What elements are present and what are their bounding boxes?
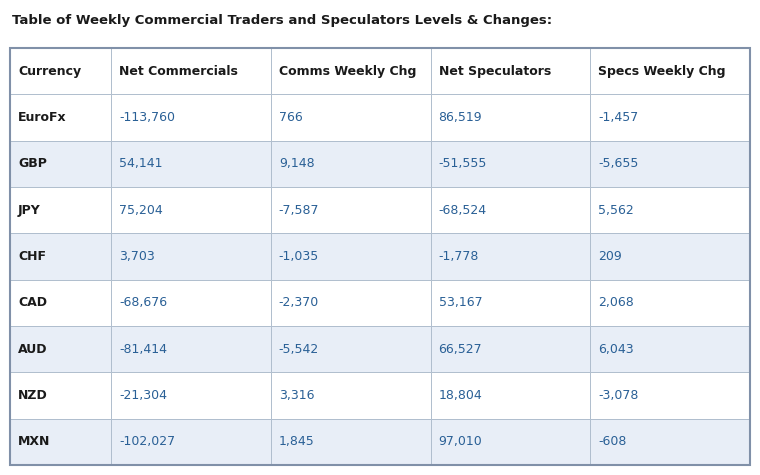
Bar — [591, 48, 750, 95]
Text: Currency: Currency — [18, 65, 81, 78]
Text: Specs Weekly Chg: Specs Weekly Chg — [598, 65, 726, 78]
Text: -1,457: -1,457 — [598, 111, 638, 124]
Bar — [111, 95, 271, 141]
Text: 6,043: 6,043 — [598, 342, 634, 356]
Text: 66,527: 66,527 — [439, 342, 482, 356]
Text: 209: 209 — [598, 250, 622, 263]
Text: 3,316: 3,316 — [279, 389, 315, 402]
Text: -81,414: -81,414 — [119, 342, 167, 356]
Text: -3,078: -3,078 — [598, 389, 638, 402]
Bar — [10, 95, 111, 141]
Bar — [111, 418, 271, 465]
Text: -68,676: -68,676 — [119, 296, 167, 309]
Bar — [591, 326, 750, 372]
Text: Net Commercials: Net Commercials — [119, 65, 238, 78]
Text: 97,010: 97,010 — [439, 435, 483, 448]
Bar — [591, 95, 750, 141]
Bar — [431, 280, 591, 326]
Text: GBP: GBP — [18, 157, 47, 171]
Bar — [431, 95, 591, 141]
Bar — [111, 233, 271, 280]
Bar — [10, 48, 750, 465]
Text: -5,655: -5,655 — [598, 157, 638, 171]
Text: -21,304: -21,304 — [119, 389, 167, 402]
Bar — [271, 372, 431, 418]
Bar — [591, 233, 750, 280]
Bar — [10, 141, 111, 187]
Bar — [591, 187, 750, 233]
Bar — [591, 418, 750, 465]
Text: -7,587: -7,587 — [279, 204, 319, 217]
Bar — [111, 187, 271, 233]
Text: 766: 766 — [279, 111, 302, 124]
Bar — [591, 372, 750, 418]
Text: 18,804: 18,804 — [439, 389, 483, 402]
Bar — [111, 326, 271, 372]
Bar — [271, 141, 431, 187]
Bar — [591, 141, 750, 187]
Bar — [591, 280, 750, 326]
Text: MXN: MXN — [18, 435, 50, 448]
Bar — [10, 326, 111, 372]
Bar — [431, 326, 591, 372]
Bar — [10, 187, 111, 233]
Text: NZD: NZD — [18, 389, 48, 402]
Bar — [111, 280, 271, 326]
Text: -113,760: -113,760 — [119, 111, 175, 124]
Text: CAD: CAD — [18, 296, 47, 309]
Bar — [271, 95, 431, 141]
Text: -51,555: -51,555 — [439, 157, 487, 171]
Text: JPY: JPY — [18, 204, 41, 217]
Text: Comms Weekly Chg: Comms Weekly Chg — [279, 65, 416, 78]
Bar — [271, 280, 431, 326]
Text: -2,370: -2,370 — [279, 296, 319, 309]
Bar — [10, 48, 111, 95]
Text: Net Speculators: Net Speculators — [439, 65, 551, 78]
Text: 5,562: 5,562 — [598, 204, 634, 217]
Bar — [431, 141, 591, 187]
Bar — [10, 372, 111, 418]
Bar — [271, 326, 431, 372]
Bar — [431, 372, 591, 418]
Bar — [271, 233, 431, 280]
Bar — [10, 233, 111, 280]
Bar — [10, 280, 111, 326]
Text: EuroFx: EuroFx — [18, 111, 67, 124]
Text: -1,035: -1,035 — [279, 250, 319, 263]
Bar — [431, 418, 591, 465]
Bar — [431, 187, 591, 233]
Text: 54,141: 54,141 — [119, 157, 163, 171]
Text: 3,703: 3,703 — [119, 250, 155, 263]
Text: -5,542: -5,542 — [279, 342, 319, 356]
Text: 86,519: 86,519 — [439, 111, 482, 124]
Text: 2,068: 2,068 — [598, 296, 634, 309]
Bar — [10, 418, 111, 465]
Text: Table of Weekly Commercial Traders and Speculators Levels & Changes:: Table of Weekly Commercial Traders and S… — [12, 14, 552, 27]
Bar — [431, 48, 591, 95]
Bar — [111, 141, 271, 187]
Text: -608: -608 — [598, 435, 627, 448]
Bar — [431, 233, 591, 280]
Text: -1,778: -1,778 — [439, 250, 479, 263]
Bar — [271, 48, 431, 95]
Text: -102,027: -102,027 — [119, 435, 176, 448]
Text: 9,148: 9,148 — [279, 157, 315, 171]
Text: 75,204: 75,204 — [119, 204, 163, 217]
Bar — [271, 187, 431, 233]
Bar — [111, 48, 271, 95]
Text: -68,524: -68,524 — [439, 204, 486, 217]
Bar — [111, 372, 271, 418]
Text: 1,845: 1,845 — [279, 435, 315, 448]
Text: AUD: AUD — [18, 342, 47, 356]
Bar — [271, 418, 431, 465]
Text: CHF: CHF — [18, 250, 46, 263]
Text: 53,167: 53,167 — [439, 296, 482, 309]
